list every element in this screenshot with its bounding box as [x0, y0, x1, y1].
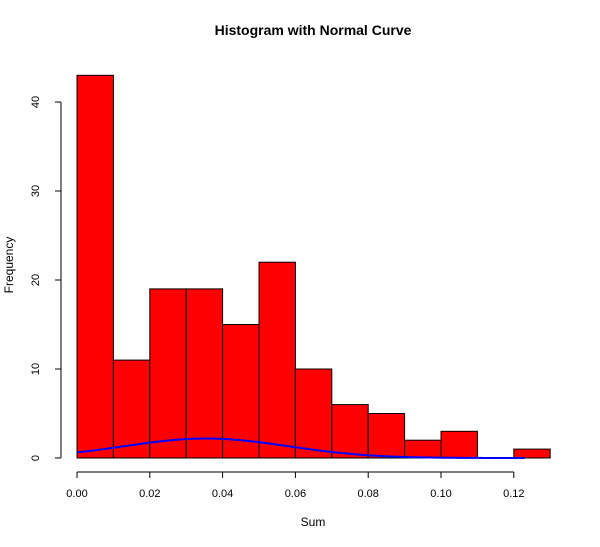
histogram-bar: [149, 288, 187, 459]
histogram-bar: [367, 413, 406, 459]
histogram-bars: [76, 74, 551, 459]
x-tick-label: 0.06: [285, 488, 306, 500]
histogram-bar: [331, 404, 369, 459]
x-axis: 0.00 0.02 0.04 0.06 0.08 0.10 0.12: [66, 471, 525, 500]
x-tick-label: 0.10: [430, 488, 451, 500]
x-tick-label: 0.04: [212, 488, 233, 500]
x-tick-label: 0.00: [66, 488, 87, 500]
y-tick-label: 40: [30, 96, 42, 108]
histogram-bar: [76, 74, 114, 459]
histogram-bar: [513, 448, 551, 459]
x-tick-label: 0.02: [139, 488, 160, 500]
y-tick-label: 10: [30, 363, 42, 375]
y-axis: 0 10 20 30 40: [30, 96, 62, 461]
y-tick-label: 30: [30, 185, 42, 197]
histogram-bar: [294, 368, 333, 459]
normal-curve-line: [76, 437, 525, 459]
y-axis-label: Frequency: [2, 237, 16, 294]
histogram-bar: [112, 359, 151, 459]
histogram-bar: [258, 261, 296, 459]
y-tick-label: 0: [30, 455, 42, 461]
chart-title: Histogram with Normal Curve: [215, 22, 412, 38]
histogram-bar: [440, 430, 478, 459]
x-axis-label: Sum: [301, 515, 326, 529]
x-tick-label: 0.08: [357, 488, 378, 500]
x-tick-label: 0.12: [503, 488, 524, 500]
histogram-bar: [404, 439, 442, 459]
y-tick-label: 20: [30, 274, 42, 286]
histogram-bar: [222, 324, 260, 459]
histogram-bar: [185, 288, 224, 459]
